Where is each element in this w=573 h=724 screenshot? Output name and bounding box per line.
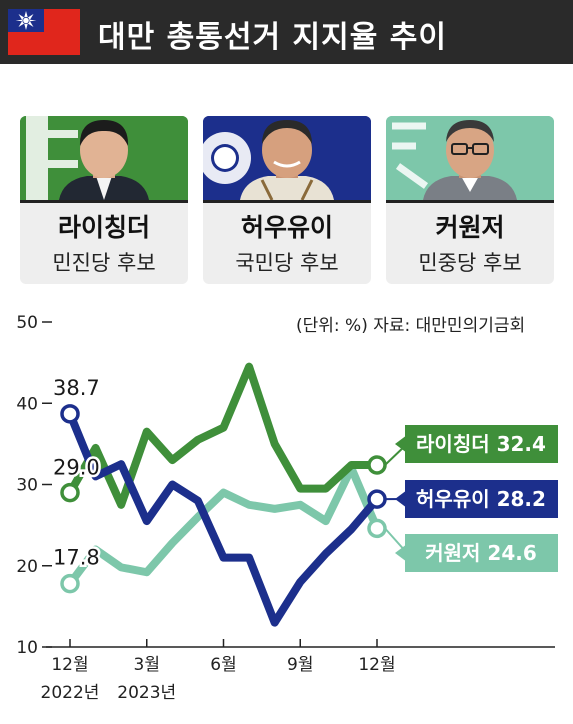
header-bar: 대만 총통선거 지지율 추이	[0, 0, 573, 64]
legend-label: 허우유이 28.2	[416, 487, 546, 511]
candidate-party: 민중당 후보	[418, 251, 522, 275]
legend-pointer	[395, 490, 407, 508]
candidate-photo-lai	[59, 120, 149, 200]
legend-box	[405, 480, 558, 518]
legend-label: 라이칭더 32.4	[416, 432, 546, 456]
series-start-marker	[60, 573, 80, 594]
taiwan-flag-icon	[8, 9, 80, 55]
candidate-photo-hou	[240, 120, 334, 200]
unit-source-note: (단위: %) 자료: 대만민의기금회	[296, 316, 526, 336]
white-sun-icon	[15, 11, 37, 30]
series-line	[66, 362, 381, 509]
legend-label: 커원저 24.6	[425, 541, 537, 565]
candidate-name: 커원저	[435, 213, 505, 242]
candidate-card-hou: 허우유이 국민당 후보	[203, 116, 371, 284]
flag-canton	[8, 9, 44, 32]
candidate-info-ko: 커원저 민중당 후보	[386, 200, 554, 284]
candidate-card-ko: 커원저 민중당 후보	[386, 116, 554, 284]
x-tick-label: 12월	[51, 655, 88, 675]
legend-pointer	[395, 544, 407, 562]
candidate-info-hou: 허우유이 국민당 후보	[203, 200, 371, 284]
x-tick-label: 9월	[287, 655, 313, 675]
y-tick-label: 20	[16, 557, 38, 577]
legend-box	[405, 425, 558, 463]
series-line	[66, 409, 381, 627]
x-tick-label: 2023년	[117, 683, 176, 703]
start-value-label: 38.7	[53, 376, 100, 400]
legend-pointer	[395, 435, 407, 453]
candidate-party: 민진당 후보	[52, 251, 156, 275]
series-start-marker	[60, 404, 80, 424]
candidate-card-lai: 라이칭더 민진당 후보	[20, 116, 188, 284]
x-tick-label: 2022년	[41, 683, 100, 703]
legend-box	[405, 534, 558, 572]
start-value-label: 29.0	[53, 456, 100, 480]
candidate-name: 라이칭더	[57, 213, 150, 242]
series-end-marker	[367, 518, 387, 539]
start-value-label: 17.8	[53, 546, 100, 570]
y-tick-label: 30	[16, 476, 38, 496]
candidate-photo-ko	[423, 120, 517, 200]
x-tick-label: 3월	[134, 655, 160, 675]
x-tick-label: 12월	[358, 655, 395, 675]
y-tick-label: 10	[16, 638, 38, 658]
candidate-info-lai: 라이칭더 민진당 후보	[20, 200, 188, 284]
y-tick-label: 50	[16, 313, 38, 333]
candidate-party: 국민당 후보	[235, 251, 339, 275]
series-end-marker	[367, 455, 387, 475]
x-tick-label: 6월	[210, 655, 236, 675]
series-line	[66, 464, 381, 588]
page-title: 대만 총통선거 지지율 추이	[98, 20, 447, 55]
series-start-marker	[60, 482, 80, 503]
candidate-name: 허우유이	[240, 213, 333, 242]
y-tick-label: 40	[16, 394, 38, 414]
series-end-marker	[367, 489, 387, 509]
